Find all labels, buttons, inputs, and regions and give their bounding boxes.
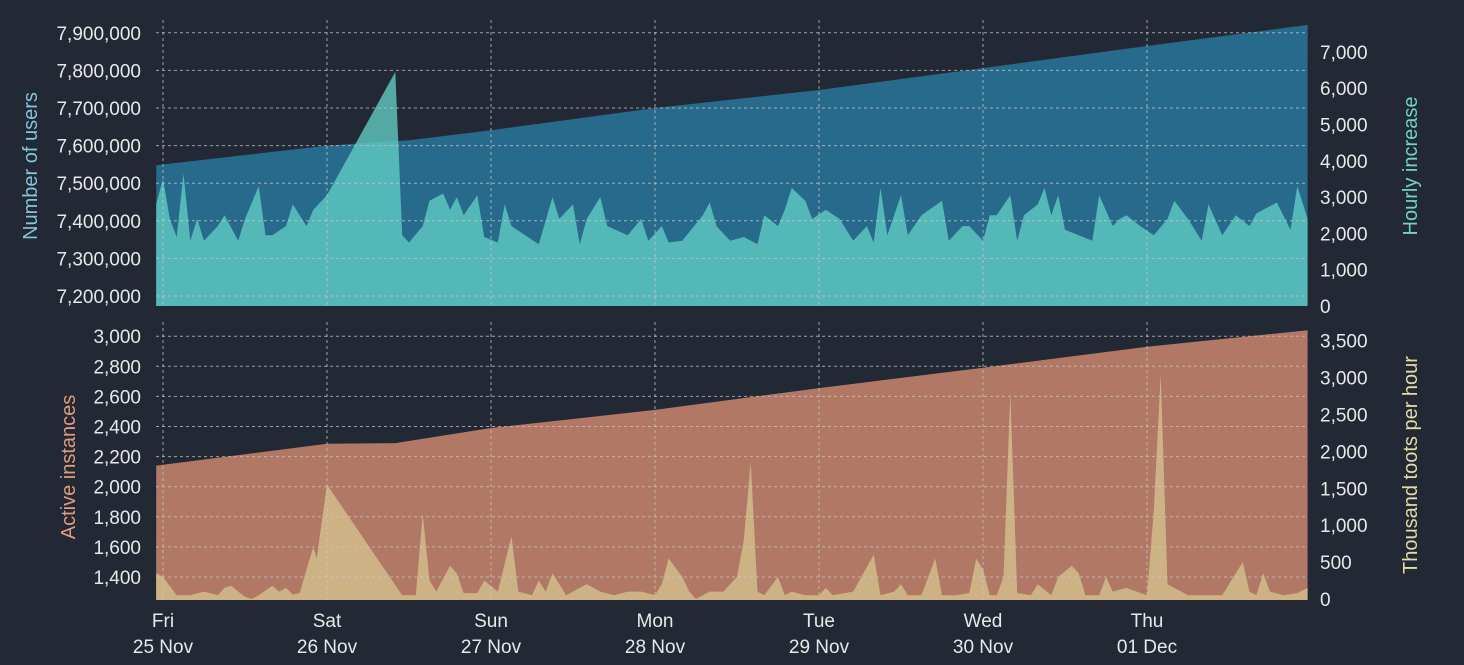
y-tick-left: 1,800 <box>93 508 141 529</box>
y-label-instances: Active instances <box>58 395 80 540</box>
y-tick-right: 1,000 <box>1320 261 1368 282</box>
x-tick-date: 27 Nov <box>461 637 522 658</box>
x-tick-day: Thu <box>1131 611 1164 632</box>
instances-panel: 1,400 1,600 1,800 2,000 2,200 2,400 2,600 2,800… <box>93 322 1368 611</box>
series-area-hourly-increase <box>156 71 1308 307</box>
y-tick-left: 7,900,000 <box>56 24 141 45</box>
y-tick-right: 3,000 <box>1320 188 1368 209</box>
y-tick-right: 0 <box>1320 590 1331 611</box>
y-tick-left: 2,200 <box>93 448 141 469</box>
x-tick-date: 26 Nov <box>297 637 358 658</box>
y-tick-left: 1,400 <box>93 568 141 589</box>
y-label-users: Number of users <box>20 92 42 240</box>
y-label-toots: Thousand toots per hour <box>1400 356 1422 574</box>
y-tick-left: 7,600,000 <box>56 137 141 158</box>
y-tick-left: 2,000 <box>93 478 141 499</box>
y-tick-right: 4,000 <box>1320 152 1368 173</box>
y-tick-right: 2,000 <box>1320 442 1368 463</box>
x-tick-day: Tue <box>803 611 835 632</box>
y-tick-left: 2,800 <box>93 357 141 378</box>
y-tick-right: 6,000 <box>1320 79 1368 100</box>
y-tick-left: 7,500,000 <box>56 174 141 195</box>
y-tick-right: 0 <box>1320 297 1331 318</box>
x-tick-date: 29 Nov <box>789 637 850 658</box>
y-tick-right: 5,000 <box>1320 116 1368 137</box>
y-tick-left: 7,300,000 <box>56 249 141 270</box>
y-tick-right: 1,500 <box>1320 479 1368 500</box>
y-tick-left: 7,400,000 <box>56 212 141 233</box>
users-panel: 7,200,000 7,300,000 7,400,000 7,500,000 7,60… <box>56 20 1368 318</box>
y-label-hourly: Hourly increase <box>1400 97 1422 236</box>
y-tick-left: 1,600 <box>93 538 141 559</box>
y-tick-left: 2,400 <box>93 418 141 439</box>
y-tick-left: 2,600 <box>93 387 141 408</box>
y-tick-left: 7,700,000 <box>56 99 141 120</box>
y-tick-left: 7,200,000 <box>56 287 141 308</box>
y-tick-right: 500 <box>1320 553 1352 574</box>
x-tick-day: Mon <box>637 611 674 632</box>
y-tick-right: 1,000 <box>1320 516 1368 537</box>
x-tick-day: Sun <box>474 611 508 632</box>
y-tick-right: 3,500 <box>1320 332 1368 353</box>
y-tick-right: 3,000 <box>1320 369 1368 390</box>
x-axis: Fri 25 Nov Sat 26 Nov Sun 27 Nov Mon 28 Nov Tue 2… <box>133 611 1177 658</box>
x-tick-day: Sat <box>313 611 342 632</box>
x-tick-day: Wed <box>964 611 1003 632</box>
y-tick-right: 7,000 <box>1320 43 1368 64</box>
x-tick-date: 01 Dec <box>1117 637 1177 658</box>
x-tick-day: Fri <box>152 611 174 632</box>
x-tick-date: 30 Nov <box>953 637 1014 658</box>
y-tick-right: 2,500 <box>1320 406 1368 427</box>
y-tick-left: 3,000 <box>93 327 141 348</box>
x-tick-date: 25 Nov <box>133 637 194 658</box>
y-tick-right: 2,000 <box>1320 224 1368 245</box>
y-tick-left: 7,800,000 <box>56 61 141 82</box>
x-tick-date: 28 Nov <box>625 637 686 658</box>
series-area-active-instances <box>156 330 1308 600</box>
